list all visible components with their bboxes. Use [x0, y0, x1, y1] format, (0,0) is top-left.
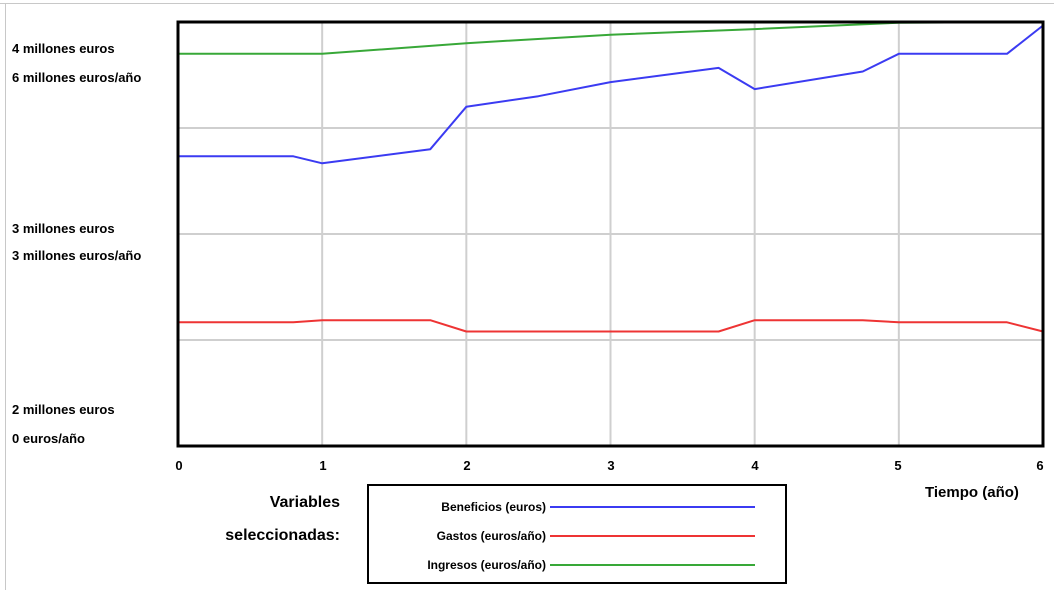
- y-label-bottom-euros: 2 millones euros: [12, 402, 115, 417]
- y-label-middle-euros: 3 millones euros: [12, 221, 115, 236]
- legend-swatch-line: [550, 535, 755, 537]
- legend-item-ingresos: Ingresos (euros/año): [369, 555, 755, 575]
- legend-swatch-line: [550, 564, 755, 566]
- series-line-beneficios: [178, 24, 1044, 165]
- legend: Beneficios (euros) Gastos (euros/año) In…: [367, 484, 787, 584]
- y-label-bottom-euros-per-year: 0 euros/año: [12, 431, 85, 446]
- x-tick-label: 5: [894, 458, 902, 473]
- x-tick-label: 3: [607, 458, 615, 473]
- legend-title-line-2: seleccionadas:: [225, 527, 340, 544]
- x-tick-label: 1: [319, 458, 327, 473]
- legend-item-beneficios: Beneficios (euros): [369, 497, 755, 517]
- legend-swatch-line: [550, 506, 755, 508]
- legend-label: Gastos (euros/año): [436, 529, 546, 543]
- frame-top-line: [0, 3, 1054, 4]
- frame-left-line: [5, 3, 6, 590]
- x-tick-label: 6: [1036, 458, 1044, 473]
- x-tick-label: 0: [175, 458, 183, 473]
- legend-label: Ingresos (euros/año): [427, 558, 546, 572]
- legend-item-gastos: Gastos (euros/año): [369, 526, 755, 546]
- y-label-middle-euros-per-year: 3 millones euros/año: [12, 248, 142, 263]
- series-line-gastos: [178, 319, 1044, 333]
- x-tick-label: 4: [751, 458, 759, 473]
- y-label-top-euros-per-year: 6 millones euros/año: [12, 70, 142, 85]
- legend-title-line-1: Variables: [269, 494, 340, 511]
- grid: [178, 22, 1043, 446]
- plot-border: [176, 20, 1045, 448]
- y-label-top-euros: 4 millones euros: [12, 41, 115, 56]
- legend-label: Beneficios (euros): [441, 500, 546, 514]
- x-axis-title: Tiempo (año): [925, 484, 1019, 501]
- x-tick-label: 2: [463, 458, 471, 473]
